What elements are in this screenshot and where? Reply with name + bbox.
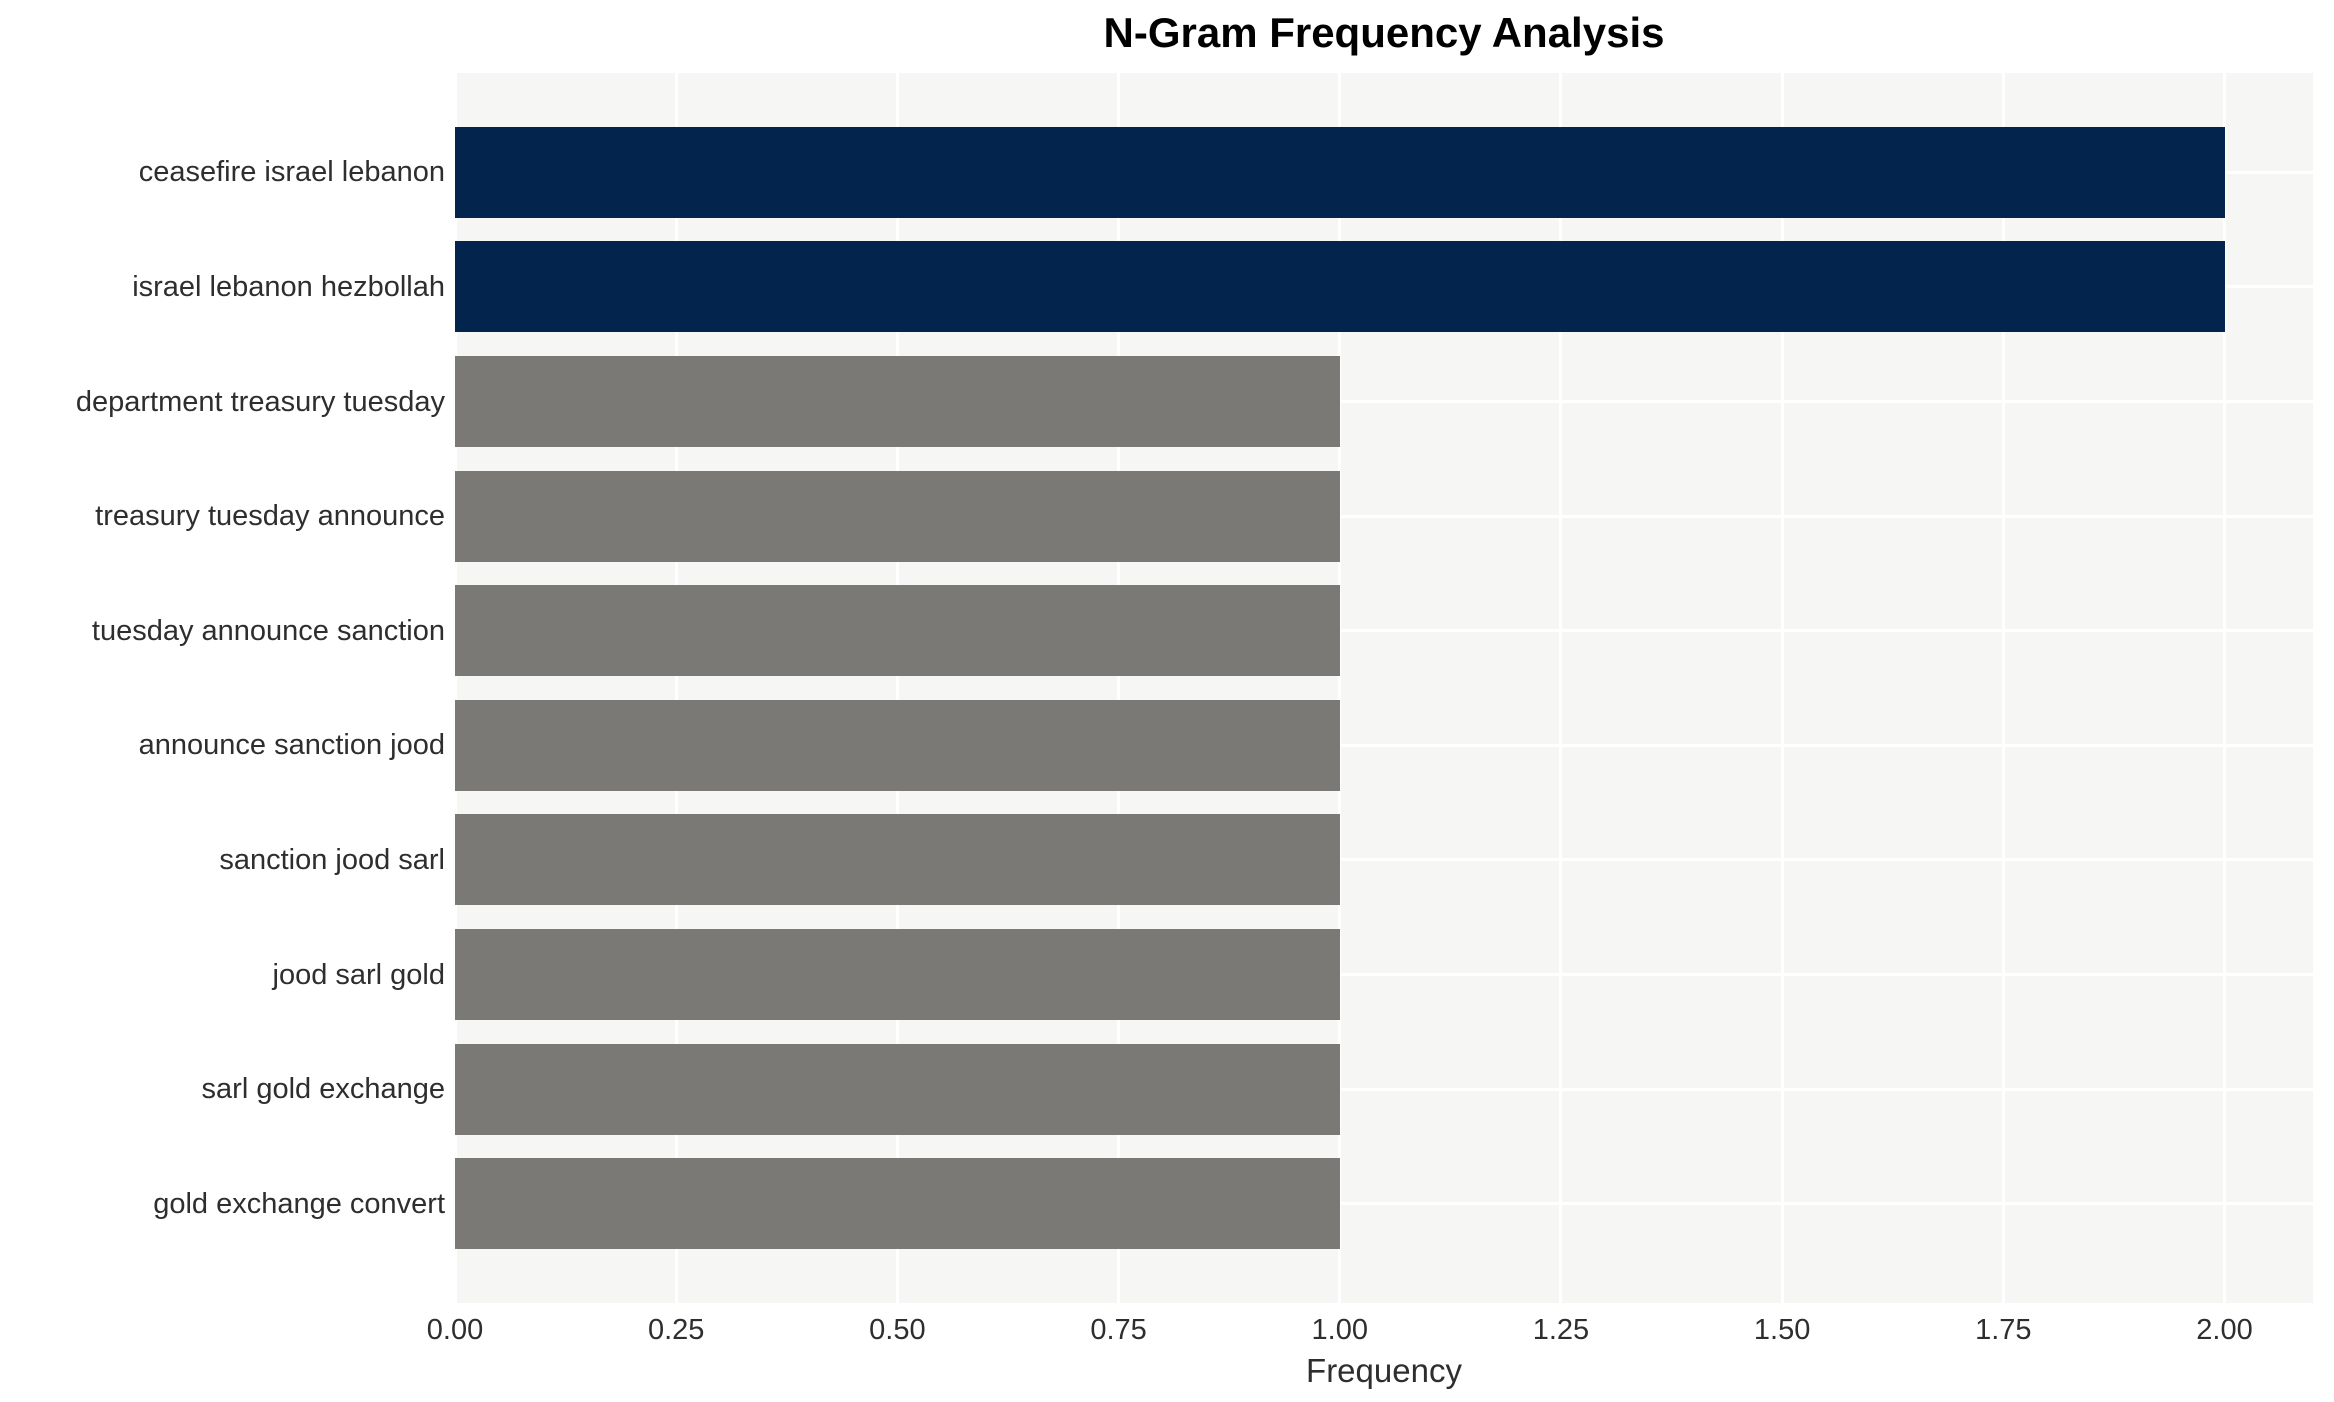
- y-axis-label: department treasury tuesday: [75, 385, 445, 418]
- x-gridline: [895, 73, 899, 1303]
- x-axis-title: Frequency: [1306, 1352, 1462, 1389]
- x-gridline: [1117, 73, 1121, 1303]
- bar: [455, 929, 1340, 1020]
- plot-area: [455, 73, 2313, 1303]
- x-gridline: [2223, 73, 2227, 1303]
- chart-title: N-Gram Frequency Analysis: [1103, 9, 1665, 56]
- x-axis: 0.00 0.25 0.50 0.75 1.00 1.25 1.50 1.75 2.00: [0, 1313, 2334, 1353]
- y-axis-label: sarl gold exchange: [201, 1073, 445, 1106]
- y-gridline: [455, 400, 2313, 403]
- y-gridline: [455, 1087, 2313, 1091]
- bar: [455, 1043, 1340, 1135]
- x-gridline: [455, 73, 457, 1303]
- y-axis-label: tuesday announce sanction: [91, 614, 445, 647]
- x-gridline: [2001, 73, 2005, 1303]
- x-tick-label: 0.75: [1090, 1314, 1147, 1346]
- x-tick-label: 0.50: [869, 1314, 926, 1346]
- x-tick-label: 1.75: [1975, 1314, 2032, 1346]
- y-axis-label: gold exchange convert: [153, 1187, 445, 1220]
- y-gridline: [455, 514, 2313, 518]
- bar: [455, 814, 1340, 906]
- bar: [455, 126, 2225, 218]
- y-axis: ceasefire israel lebanon israel lebanon h…: [0, 73, 445, 1303]
- x-gridline: [1338, 73, 1342, 1303]
- bar: [455, 1158, 1340, 1250]
- x-gridline: [1780, 73, 1784, 1303]
- y-axis-label: jood sarl gold: [272, 958, 446, 991]
- x-tick-label: 1.00: [1311, 1314, 1368, 1346]
- bar: [455, 470, 1340, 562]
- bar: [455, 699, 1340, 791]
- bar: [455, 241, 2225, 333]
- y-gridline: [455, 1202, 2313, 1206]
- x-tick-label: 0.00: [426, 1314, 484, 1346]
- y-gridline: [455, 973, 2313, 976]
- bar: [455, 356, 1340, 447]
- x-tick-label: 2.00: [2196, 1314, 2253, 1346]
- x-gridline: [674, 73, 678, 1303]
- bar: [455, 585, 1340, 677]
- y-gridline: [455, 743, 2313, 747]
- y-axis-label: sanction jood sarl: [219, 843, 445, 876]
- x-tick-label: 1.25: [1532, 1314, 1590, 1346]
- x-tick-label: 0.25: [647, 1314, 705, 1346]
- y-axis-label: treasury tuesday announce: [95, 500, 445, 533]
- y-gridline: [455, 858, 2313, 862]
- x-gridline: [1559, 73, 1563, 1303]
- y-axis-label: israel lebanon hezbollah: [132, 270, 445, 303]
- y-axis-label: ceasefire israel lebanon: [138, 156, 445, 189]
- y-gridline: [455, 629, 2313, 633]
- y-axis-label: announce sanction jood: [138, 729, 445, 762]
- x-tick-label: 1.50: [1753, 1314, 1811, 1346]
